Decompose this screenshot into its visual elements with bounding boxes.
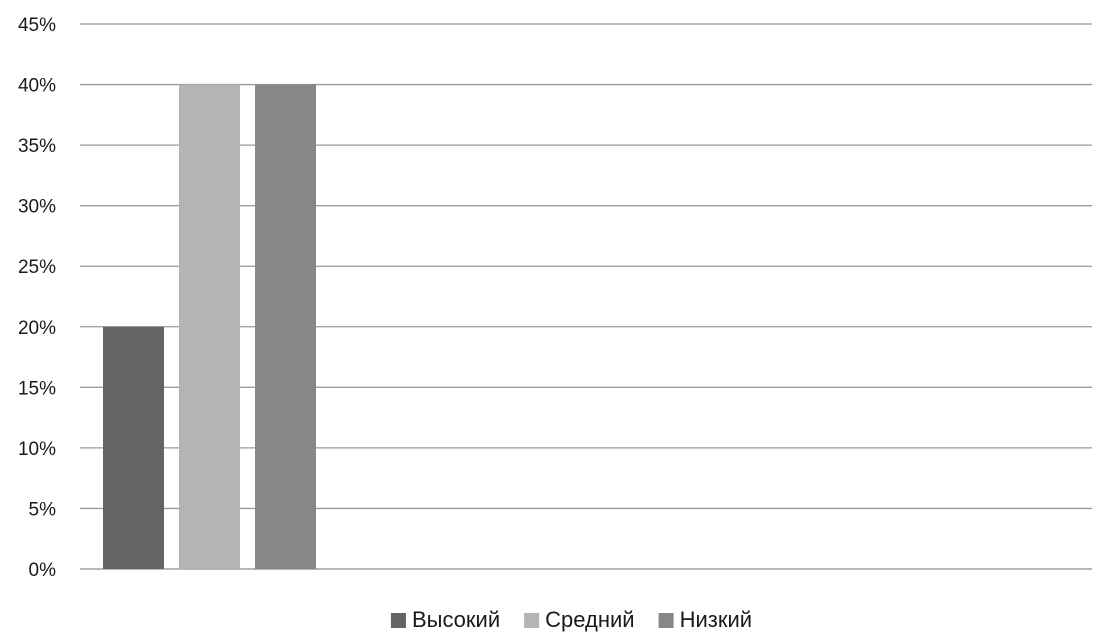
legend-item: Высокий [390,607,500,632]
y-tick-label: 25% [18,257,56,278]
y-tick-label: 30% [18,197,56,218]
legend-item: Низкий [658,607,752,632]
bar-3 [255,84,316,570]
y-tick-label: 10% [18,439,56,460]
y-tick-label: 15% [18,378,56,399]
gridlines [80,23,1092,570]
legend-swatch [524,613,540,628]
bars [103,84,316,570]
legend-label: Средний [545,607,634,632]
y-tick-label: 20% [18,318,56,339]
y-tick-label: 5% [29,499,57,520]
legend-label: Высокий [412,607,500,632]
legend-label: Низкий [680,607,752,632]
y-tick-label: 0% [29,560,57,581]
y-tick-label: 40% [18,76,56,97]
legend-swatch [390,613,406,628]
y-tick-label: 45% [18,15,56,36]
y-tick-label: 35% [18,136,56,157]
bar-1 [103,326,164,569]
bar-2 [179,84,240,570]
legend-swatch [658,613,674,628]
legend-item: Средний [524,607,635,632]
y-axis-tick-labels: 0% 5% 10% 15% 20% 25% 30% 35% 40% 45% [18,15,56,581]
legend: Высокий Средний Низкий [390,607,752,632]
